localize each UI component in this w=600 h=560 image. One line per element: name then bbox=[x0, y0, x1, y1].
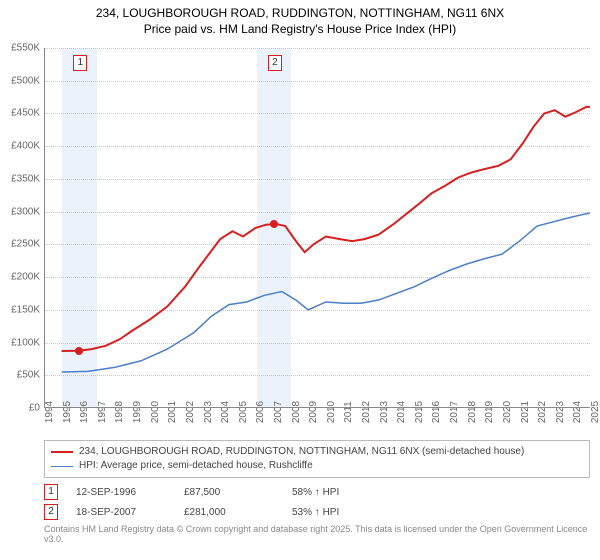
transaction-marker-2: 2 bbox=[44, 504, 58, 520]
legend-entry-2: HPI: Average price, semi-detached house,… bbox=[51, 459, 583, 473]
legend-swatch-1 bbox=[51, 451, 73, 453]
transaction-row-1: 1 12-SEP-1996 £87,500 58% ↑ HPI bbox=[44, 484, 590, 500]
transaction-date-2: 18-SEP-2007 bbox=[76, 507, 166, 518]
chart-title: 234, LOUGHBOROUGH ROAD, RUDDINGTON, NOTT… bbox=[0, 0, 600, 37]
transaction-row-2: 2 18-SEP-2007 £281,000 53% ↑ HPI bbox=[44, 504, 590, 520]
legend-swatch-2 bbox=[51, 466, 73, 467]
title-line-2: Price paid vs. HM Land Registry's House … bbox=[10, 22, 590, 38]
transaction-marker-1: 1 bbox=[44, 484, 58, 500]
transaction-pct-2: 53% ↑ HPI bbox=[292, 507, 382, 518]
legend-entry-1: 234, LOUGHBOROUGH ROAD, RUDDINGTON, NOTT… bbox=[51, 445, 583, 459]
title-line-1: 234, LOUGHBOROUGH ROAD, RUDDINGTON, NOTT… bbox=[10, 6, 590, 22]
legend-and-data: 234, LOUGHBOROUGH ROAD, RUDDINGTON, NOTT… bbox=[44, 440, 590, 544]
transaction-price-1: £87,500 bbox=[184, 487, 274, 498]
legend-label-2: HPI: Average price, semi-detached house,… bbox=[79, 459, 313, 473]
transaction-date-1: 12-SEP-1996 bbox=[76, 487, 166, 498]
plot-border bbox=[44, 48, 590, 408]
legend-label-1: 234, LOUGHBOROUGH ROAD, RUDDINGTON, NOTT… bbox=[79, 445, 524, 459]
chart-plot-area: 12 £0£50K£100K£150K£200K£250K£300K£350K£… bbox=[44, 48, 590, 408]
attribution-text: Contains HM Land Registry data © Crown c… bbox=[44, 524, 590, 544]
transaction-price-2: £281,000 bbox=[184, 507, 274, 518]
legend-box: 234, LOUGHBOROUGH ROAD, RUDDINGTON, NOTT… bbox=[44, 440, 590, 478]
chart-container: 234, LOUGHBOROUGH ROAD, RUDDINGTON, NOTT… bbox=[0, 0, 600, 560]
transaction-pct-1: 58% ↑ HPI bbox=[292, 487, 382, 498]
